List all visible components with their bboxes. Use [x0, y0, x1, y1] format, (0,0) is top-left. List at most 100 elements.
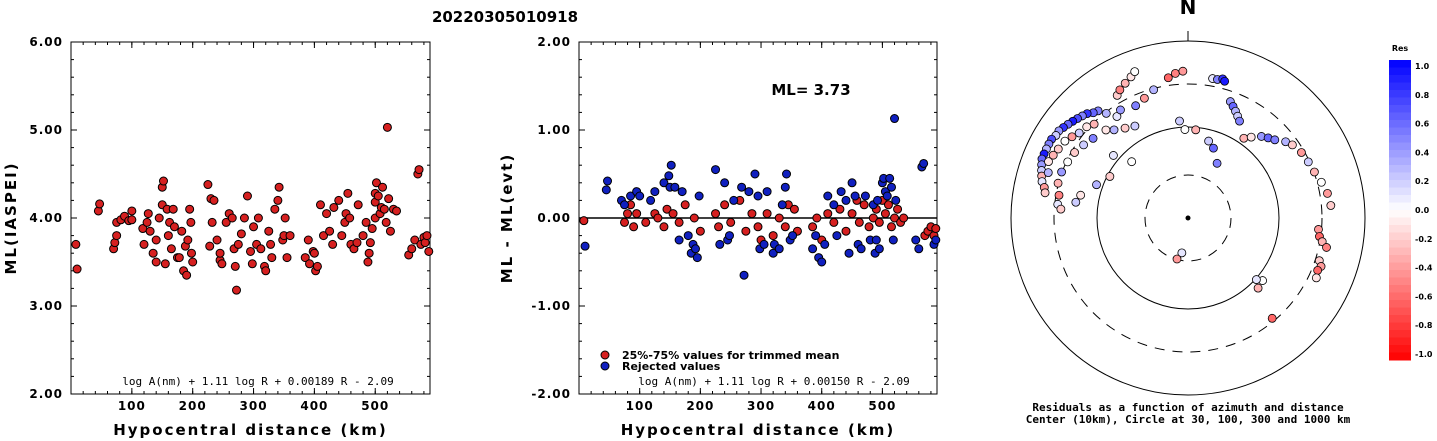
station-residual-point — [1057, 167, 1066, 177]
data-point — [911, 235, 921, 245]
colorbar-segment — [1389, 210, 1411, 218]
data-point — [364, 248, 374, 258]
formula-text: log A(nm) + 1.11 log R + 0.00150 R - 2.0… — [638, 375, 910, 388]
station-residual-point — [1079, 140, 1089, 150]
data-point — [345, 213, 355, 223]
data-point — [780, 222, 790, 232]
data-point — [835, 204, 845, 214]
colorbar-segment — [1389, 157, 1411, 166]
data-point — [711, 209, 721, 219]
data-point — [264, 226, 274, 236]
data-point — [860, 191, 870, 201]
data-point — [174, 253, 184, 263]
data-point — [750, 169, 760, 179]
data-point — [714, 222, 724, 232]
data-point — [886, 182, 896, 192]
data-point — [385, 226, 395, 236]
colorbar-segment — [1389, 337, 1411, 346]
data-point — [931, 224, 941, 234]
data-point — [847, 209, 857, 219]
station-residual-point — [1089, 119, 1099, 129]
data-point — [270, 204, 280, 214]
data-point — [694, 191, 704, 201]
data-point — [886, 222, 896, 232]
data-point — [186, 217, 196, 227]
data-point — [768, 231, 778, 241]
colorbar-tick-label: 0.6 — [1415, 120, 1430, 129]
data-point — [680, 200, 690, 210]
colorbar-segment — [1389, 150, 1411, 158]
epicenter-dot — [1185, 215, 1191, 221]
station-residual-point — [1092, 180, 1101, 190]
data-point — [185, 204, 195, 214]
colorbar-segment — [1389, 345, 1411, 353]
colorbar-segment — [1389, 277, 1411, 286]
colorbar-segment — [1389, 90, 1411, 98]
y-tick-label: 4.00 — [29, 211, 63, 225]
data-point — [829, 200, 839, 210]
station-residual-point — [1053, 144, 1063, 154]
colorbar-segment — [1389, 262, 1411, 271]
data-point — [812, 213, 822, 223]
y-tick-label: 2.00 — [537, 35, 571, 49]
station-residual-point — [1170, 69, 1180, 78]
station-residual-point — [1326, 201, 1336, 210]
data-point — [715, 239, 725, 249]
colorbar-segment — [1389, 180, 1411, 188]
x-tick-label: 500 — [361, 399, 389, 413]
colorbar-segment — [1389, 285, 1411, 293]
colorbar-segment — [1389, 127, 1411, 136]
data-point — [365, 238, 375, 248]
circle-30km — [1144, 174, 1232, 262]
x-tick-label: 100 — [118, 399, 146, 413]
station-residual-point — [1101, 125, 1111, 135]
station-residual-point — [1287, 140, 1297, 150]
data-point — [315, 200, 325, 210]
data-point — [823, 209, 833, 219]
data-point — [674, 235, 684, 245]
station-residual-point — [1040, 188, 1050, 198]
data-point — [280, 213, 290, 223]
data-point — [127, 215, 137, 225]
data-point — [726, 217, 736, 227]
data-point — [744, 187, 754, 197]
data-point — [883, 200, 893, 210]
station-residual-point — [1239, 133, 1249, 143]
data-point — [629, 222, 639, 232]
station-residual-point — [1130, 67, 1140, 77]
data-point — [282, 253, 292, 263]
colorbar-tick-label: -0.6 — [1415, 292, 1433, 301]
station-residual-point — [1082, 122, 1092, 132]
station-residual-point — [1317, 237, 1327, 247]
data-point — [247, 259, 257, 269]
data-point — [689, 213, 699, 223]
north-label: N — [1180, 0, 1197, 19]
circle-300km — [1053, 83, 1323, 353]
data-point — [367, 224, 377, 234]
y-tick-label: 3.00 — [29, 299, 63, 313]
data-point — [808, 222, 818, 232]
data-point — [841, 195, 851, 205]
x-tick-label: 300 — [747, 399, 775, 413]
colorbar-segment — [1389, 67, 1411, 76]
data-point — [233, 239, 243, 249]
colorbar-tick-label: -0.4 — [1415, 264, 1433, 273]
y-tick-label: 0.00 — [537, 211, 571, 225]
station-residual-point — [1130, 121, 1140, 131]
data-point — [371, 178, 381, 188]
station-residual-point — [1109, 151, 1118, 160]
data-point — [319, 231, 329, 241]
data-point — [145, 226, 155, 236]
data-point — [737, 182, 747, 192]
station-residual-point — [1297, 148, 1306, 157]
y-axis-label: ML(IASPEI) — [2, 161, 20, 274]
data-point — [373, 191, 383, 201]
data-point — [817, 257, 827, 267]
data-point — [267, 253, 277, 263]
station-residual-point — [1088, 133, 1098, 143]
data-point — [666, 160, 676, 170]
data-point — [285, 231, 295, 241]
data-point — [212, 235, 222, 245]
data-point — [273, 195, 283, 205]
data-point — [670, 182, 680, 192]
